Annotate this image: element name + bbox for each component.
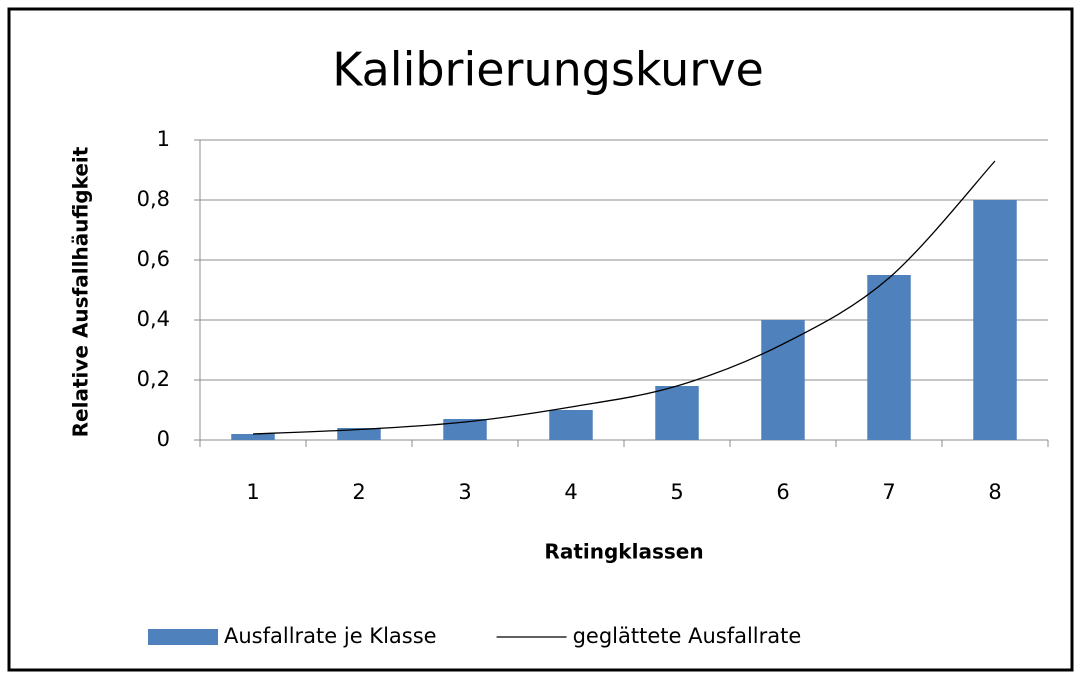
y-axis-label: Relative Ausfallhäufigkeit: [69, 146, 93, 437]
x-tick-label: 6: [776, 480, 789, 504]
bar: [867, 275, 911, 440]
x-axis-label: Ratingklassen: [544, 540, 703, 564]
x-tick-label: 8: [988, 480, 1001, 504]
x-tick-label: 5: [670, 480, 683, 504]
legend-label: Ausfallrate je Klasse: [224, 624, 437, 648]
bar: [973, 200, 1017, 440]
y-tick-label: 0,6: [137, 247, 170, 271]
bar: [337, 428, 381, 440]
y-tick-label: 0,2: [137, 367, 170, 391]
legend-label: geglättete Ausfallrate: [573, 624, 802, 648]
y-tick-label: 0: [157, 427, 170, 451]
chart-title: Kalibrierungskurve: [332, 43, 764, 97]
x-tick-label: 3: [458, 480, 471, 504]
x-tick-label: 4: [564, 480, 577, 504]
legend-swatch: [148, 629, 218, 645]
bar: [655, 386, 699, 440]
y-tick-label: 0,8: [137, 187, 170, 211]
bar: [761, 320, 805, 440]
line: [252, 160, 996, 435]
x-tick-label: 1: [246, 480, 259, 504]
bar: [231, 434, 275, 440]
y-tick-label: 1: [157, 127, 170, 151]
y-tick-label: 0,4: [137, 307, 170, 331]
x-tick-label: 2: [352, 480, 365, 504]
bar: [443, 419, 487, 440]
chart-frame: [7, 7, 1074, 672]
bar: [549, 410, 593, 440]
x-tick-label: 7: [882, 480, 895, 504]
